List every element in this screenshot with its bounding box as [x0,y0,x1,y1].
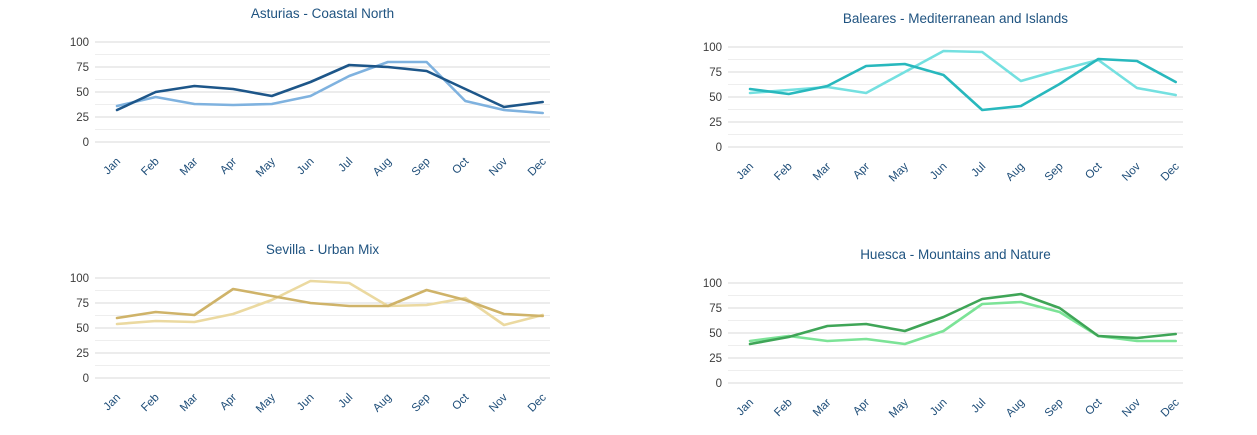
x-axis-month-label: Feb [772,397,795,420]
y-axis-tick-label: 75 [709,303,722,315]
y-axis-tick-label: 0 [716,142,722,154]
x-axis-month-label: Dec [526,155,549,178]
y-axis-tick-label: 50 [76,87,89,99]
x-axis-month-label: Aug [1004,397,1027,420]
x-axis-month-label: Jun [928,397,950,419]
x-axis-month-label: Sep [1043,397,1066,420]
x-axis-month-label: Oct [450,155,472,177]
chart-title: Baleares - Mediterranean and Islands [842,11,1069,26]
chart-sevilla-urban-mix: Sevilla - Urban Mix 0 25 50 75 100 Jan Feb Mar A… [55,238,575,424]
x-axis-month-label: Mar [811,397,834,420]
plot-area: 0 25 50 75 100 Jan Feb Mar Apr May Jun Jul Aug Sep Oct… [703,278,1183,420]
y-axis-tick-label: 0 [83,137,89,149]
plot-area: 0 25 50 75 100 Jan Feb Mar Apr May Jun Jul Aug Sep Oct… [70,37,550,179]
y-axis-tick-label: 75 [709,67,722,79]
x-axis-month-label: Oct [450,391,472,413]
x-axis-month-label: Sep [1043,161,1066,184]
x-axis-month-label: Sep [410,156,433,179]
chart-title: Asturias - Coastal North [250,6,395,21]
y-axis-tick-label: 25 [709,117,722,129]
chart-title: Huesca - Mountains and Nature [860,247,1051,262]
x-axis-month-label: Feb [139,392,162,415]
x-axis-month-label: Jun [928,161,950,183]
y-axis-tick-label: 75 [76,62,89,74]
y-axis-tick-label: 0 [716,378,722,390]
x-axis-month-label: Mar [811,161,834,184]
y-axis-tick-label: 75 [76,298,89,310]
x-axis-month-label: Jan [735,397,757,419]
x-axis-month-label: May [887,396,911,420]
chart-baleares-mediterranean-islands: Baleares - Mediterranean and Islands 0 25… [688,7,1208,193]
x-axis-month-label: Apr [851,161,872,182]
chart-title: Sevilla - Urban Mix [265,242,380,257]
x-axis-month-label: Feb [139,156,162,179]
data-line-line-1 [748,57,1178,112]
chart-huesca-mountains-nature: Huesca - Mountains and Nature 0 25 50 75 100… [688,243,1208,429]
x-axis-month-label: Mar [178,156,201,179]
y-axis-tick-label: 100 [703,278,722,290]
y-axis-tick-label: 100 [70,273,89,285]
y-axis-tick-label: 50 [709,328,722,340]
x-axis-month-label: Jun [295,392,317,414]
y-axis-tick-label: 25 [76,112,89,124]
x-axis-month-label: Nov [487,391,510,414]
data-line-line-1 [115,287,545,320]
x-axis-month-label: May [887,160,911,184]
y-axis-tick-label: 25 [76,348,89,360]
data-line-line-2 [115,60,545,115]
x-axis-month-label: Jul [969,161,988,180]
x-axis-month-label: Apr [851,397,872,418]
x-axis-month-label: Jul [336,156,355,175]
x-axis-month-label: Jun [295,156,317,178]
x-axis-month-label: Jan [102,156,124,178]
y-axis-tick-label: 50 [76,323,89,335]
x-axis-month-label: May [254,155,278,179]
x-axis-month-label: Nov [1120,396,1143,419]
x-axis-month-label: Apr [218,392,239,413]
x-axis-month-label: Jul [969,397,988,416]
x-axis-month-label: Dec [526,391,549,414]
x-axis-month-label: Sep [410,392,433,415]
y-axis-tick-label: 100 [703,42,722,54]
plot-area: 0 25 50 75 100 Jan Feb Mar Apr May Jun Jul Aug Sep Oct… [703,42,1183,184]
x-axis-month-label: Jan [102,392,124,414]
plot-area: 0 25 50 75 100 Jan Feb Mar Apr May Jun Jul Aug Sep Oct… [70,273,550,415]
x-axis-month-label: Oct [1083,160,1105,182]
x-axis-month-label: Dec [1159,396,1182,419]
chart-asturias-coastal-north: Asturias - Coastal North 0 25 50 75 100 Jan Fe… [55,2,575,188]
x-axis-month-label: Jul [336,392,355,411]
y-axis-tick-label: 25 [709,353,722,365]
x-axis-month-label: Jan [735,161,757,183]
x-axis-month-label: Mar [178,392,201,415]
y-axis-tick-label: 0 [83,373,89,385]
data-line-line-1 [115,63,545,112]
x-axis-month-label: Dec [1159,160,1182,183]
x-axis-month-label: Aug [371,156,394,179]
x-axis-month-label: May [254,391,278,415]
data-line-line-1 [748,292,1178,346]
x-axis-month-label: Aug [1004,161,1027,184]
x-axis-month-label: Feb [772,161,795,184]
x-axis-month-label: Nov [1120,160,1143,183]
x-axis-month-label: Oct [1083,396,1105,418]
y-axis-tick-label: 100 [70,37,89,49]
x-axis-month-label: Nov [487,155,510,178]
x-axis-month-label: Aug [371,392,394,415]
x-axis-month-label: Apr [218,156,239,177]
y-axis-tick-label: 50 [709,92,722,104]
